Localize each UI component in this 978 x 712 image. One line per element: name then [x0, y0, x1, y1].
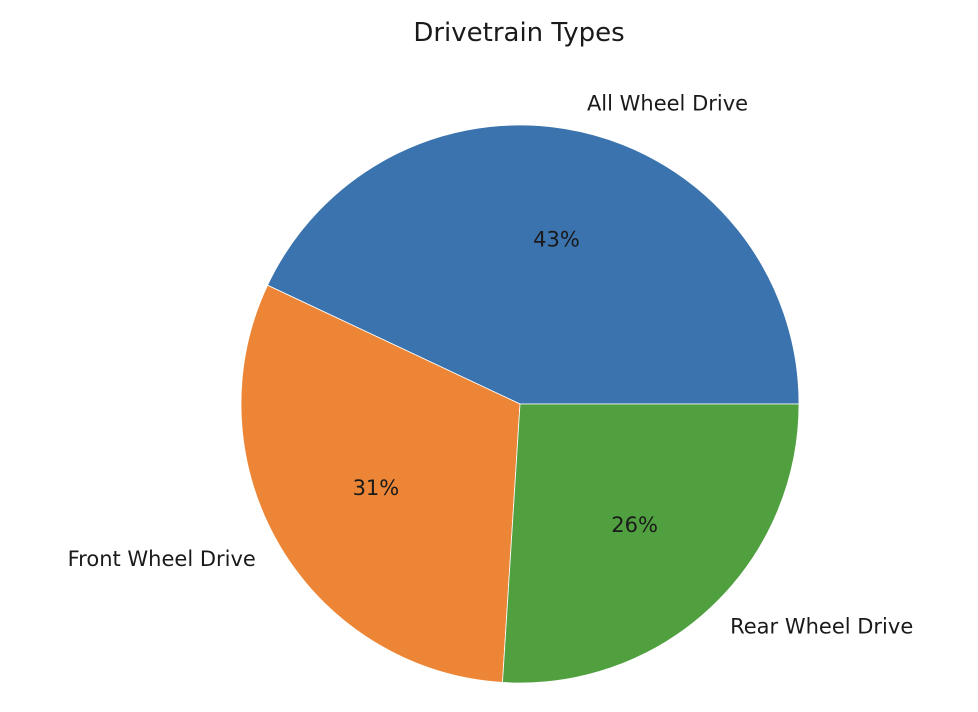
slice-label-front-wheel-drive: Front Wheel Drive: [68, 547, 256, 571]
pie-slices: [240, 124, 800, 684]
slice-label-all-wheel-drive: All Wheel Drive: [587, 91, 748, 115]
pie-slice-all-wheel-drive: [267, 124, 800, 405]
pie-slice-rear-wheel-drive: [502, 403, 800, 684]
slice-percent-rear-wheel-drive: 26%: [611, 513, 658, 537]
slice-percent-front-wheel-drive: 31%: [353, 476, 400, 500]
slice-label-rear-wheel-drive: Rear Wheel Drive: [730, 615, 913, 639]
slice-percent-all-wheel-drive: 43%: [533, 228, 580, 252]
pie-labels: All Wheel Drive 43% Front Wheel Drive 31% Re…: [68, 91, 914, 638]
chart-title: Drivetrain Types: [413, 18, 624, 48]
pie-slice-front-wheel-drive: [240, 284, 521, 683]
